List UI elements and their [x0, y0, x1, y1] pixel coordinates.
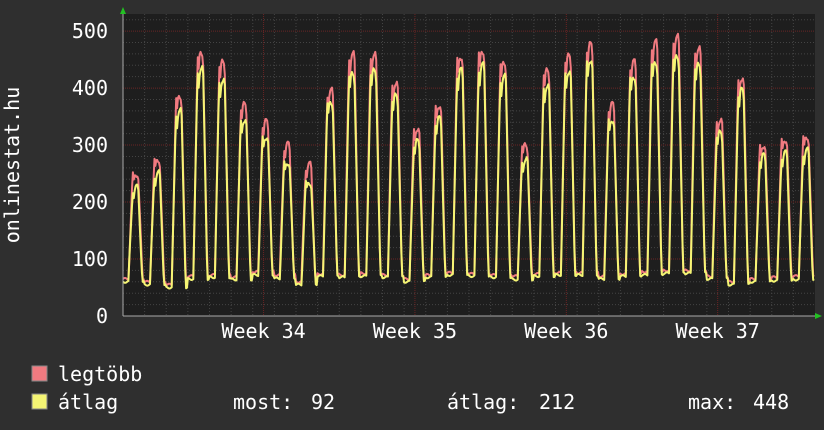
- legend-swatch-atlag: [31, 393, 48, 410]
- stat-max-label: max:: [688, 390, 736, 414]
- x-axis-arrow-icon: [815, 313, 822, 319]
- y-tick-label: 0: [96, 304, 108, 328]
- x-tick-label: Week 37: [676, 319, 760, 343]
- x-tick-labels: Week 34 Week 35 Week 36 Week 37: [221, 319, 759, 343]
- y-tick-label: 200: [72, 190, 108, 214]
- y-tick-label: 500: [72, 19, 108, 43]
- stat-most-value: 92: [311, 390, 335, 414]
- x-tick-label: Week 35: [373, 319, 457, 343]
- y-tick-labels: 0 100 200 300 400 500: [72, 19, 108, 328]
- legend-label-atlag: átlag: [58, 390, 118, 414]
- grid: [123, 14, 815, 316]
- y-axis-arrow-icon: [120, 7, 126, 14]
- legend-label-legtobb: legtöbb: [58, 362, 142, 386]
- y-axis-label: onlinestat.hu: [0, 87, 24, 244]
- y-tick-label: 100: [72, 247, 108, 271]
- series-lines: [122, 32, 815, 290]
- x-tick-label: Week 34: [221, 319, 305, 343]
- stat-most-label: most:: [233, 390, 293, 414]
- series-line-atlag: [122, 54, 815, 290]
- stat-atlag-label: átlag:: [447, 390, 519, 414]
- legend-swatch-legtobb: [31, 365, 48, 382]
- stats-row: most: 92 átlag: 212 max: 448: [233, 390, 789, 414]
- y-tick-label: 400: [72, 76, 108, 100]
- stat-max-value: 448: [753, 390, 789, 414]
- stat-atlag-value: 212: [539, 390, 575, 414]
- legend: legtöbb átlag: [31, 362, 142, 414]
- y-tick-label: 300: [72, 133, 108, 157]
- x-tick-label: Week 36: [524, 319, 608, 343]
